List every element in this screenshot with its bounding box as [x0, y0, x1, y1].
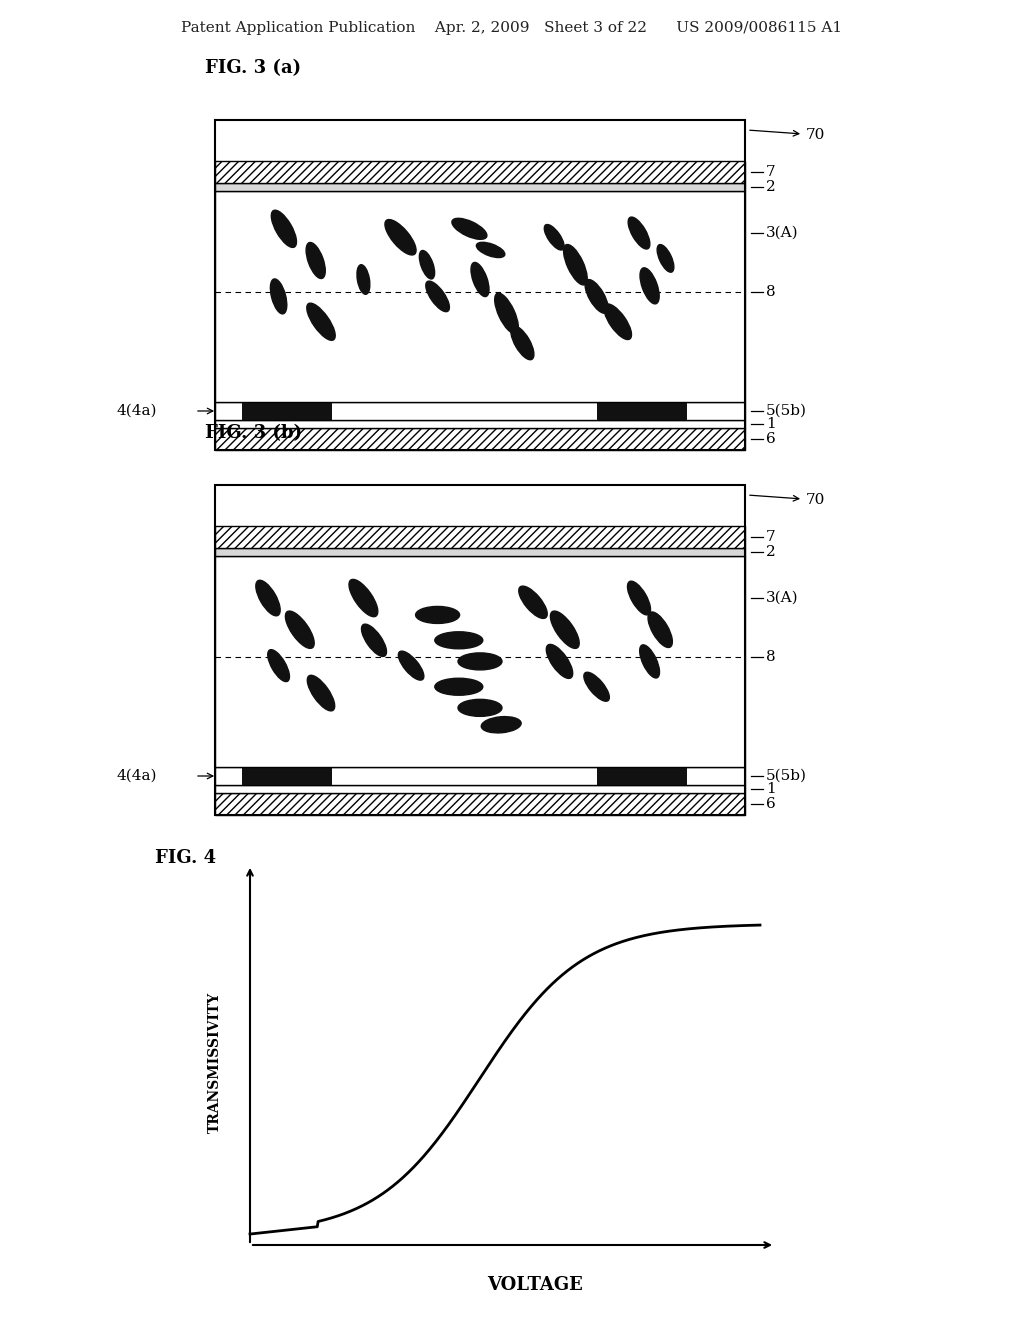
Text: 2: 2: [766, 545, 776, 558]
Ellipse shape: [550, 611, 580, 648]
Text: 1: 1: [766, 417, 776, 432]
Text: 70: 70: [806, 128, 825, 143]
Text: 4(4a): 4(4a): [117, 404, 157, 418]
Text: VOLTAGE: VOLTAGE: [487, 1276, 583, 1294]
Bar: [215, 191, 745, 403]
Text: 7: 7: [766, 529, 775, 544]
Ellipse shape: [495, 293, 518, 334]
Ellipse shape: [435, 678, 482, 696]
Text: 4(4a): 4(4a): [117, 770, 157, 783]
Ellipse shape: [640, 645, 659, 678]
Text: 1: 1: [766, 781, 776, 796]
Text: FIG. 3 (b): FIG. 3 (b): [205, 424, 302, 442]
Ellipse shape: [476, 243, 505, 257]
Ellipse shape: [349, 579, 378, 616]
Text: TRANSMISSIVITY: TRANSMISSIVITY: [208, 991, 222, 1133]
Text: 5(5b): 5(5b): [766, 770, 807, 783]
Ellipse shape: [307, 304, 335, 341]
Text: FIG. 3 (a): FIG. 3 (a): [205, 59, 301, 77]
Bar: [240, 870, 770, 1255]
Ellipse shape: [286, 611, 314, 648]
Bar: [215, 428, 745, 450]
Bar: [242, 403, 332, 420]
Bar: [215, 525, 745, 548]
Text: Patent Application Publication    Apr. 2, 2009   Sheet 3 of 22      US 2009/0086: Patent Application Publication Apr. 2, 2…: [181, 21, 843, 36]
Ellipse shape: [270, 279, 287, 314]
Text: 3(A): 3(A): [766, 226, 799, 240]
Bar: [215, 403, 745, 420]
Text: 3(A): 3(A): [766, 591, 799, 605]
Ellipse shape: [628, 216, 650, 249]
Ellipse shape: [398, 651, 424, 680]
Ellipse shape: [267, 649, 290, 681]
Ellipse shape: [640, 268, 659, 304]
Ellipse shape: [604, 304, 632, 339]
Bar: [597, 403, 687, 420]
Ellipse shape: [306, 243, 326, 279]
Ellipse shape: [420, 251, 434, 279]
Ellipse shape: [357, 265, 370, 294]
Ellipse shape: [628, 581, 650, 615]
Ellipse shape: [435, 632, 482, 648]
Ellipse shape: [471, 263, 489, 297]
Text: 2: 2: [766, 180, 776, 194]
Ellipse shape: [657, 244, 674, 272]
Text: FIG. 4: FIG. 4: [155, 849, 216, 867]
Text: 6: 6: [766, 797, 776, 810]
Text: 8: 8: [766, 651, 775, 664]
Ellipse shape: [563, 244, 587, 285]
Bar: [597, 767, 687, 785]
Ellipse shape: [458, 700, 502, 717]
Bar: [215, 420, 745, 428]
Bar: [215, 484, 745, 814]
Ellipse shape: [256, 581, 281, 616]
Ellipse shape: [385, 219, 416, 255]
Text: 7: 7: [766, 165, 775, 178]
Ellipse shape: [452, 218, 486, 239]
Bar: [215, 120, 745, 450]
Bar: [242, 767, 332, 785]
Bar: [215, 182, 745, 191]
Ellipse shape: [426, 281, 450, 312]
Ellipse shape: [416, 606, 460, 623]
Text: 6: 6: [766, 432, 776, 446]
Ellipse shape: [648, 612, 673, 648]
Text: 8: 8: [766, 285, 775, 300]
Text: 70: 70: [806, 492, 825, 507]
Bar: [215, 161, 745, 182]
Ellipse shape: [546, 644, 572, 678]
Ellipse shape: [519, 586, 547, 619]
Ellipse shape: [307, 676, 335, 711]
Bar: [215, 548, 745, 556]
Bar: [215, 785, 745, 793]
Text: 5(5b): 5(5b): [766, 404, 807, 418]
Ellipse shape: [458, 653, 502, 671]
Bar: [215, 556, 745, 767]
Ellipse shape: [511, 326, 534, 360]
Ellipse shape: [481, 717, 521, 733]
Ellipse shape: [585, 280, 608, 313]
Bar: [215, 767, 745, 785]
Ellipse shape: [545, 224, 564, 249]
Ellipse shape: [584, 672, 609, 701]
Ellipse shape: [361, 624, 386, 656]
Bar: [215, 793, 745, 814]
Ellipse shape: [271, 210, 297, 247]
